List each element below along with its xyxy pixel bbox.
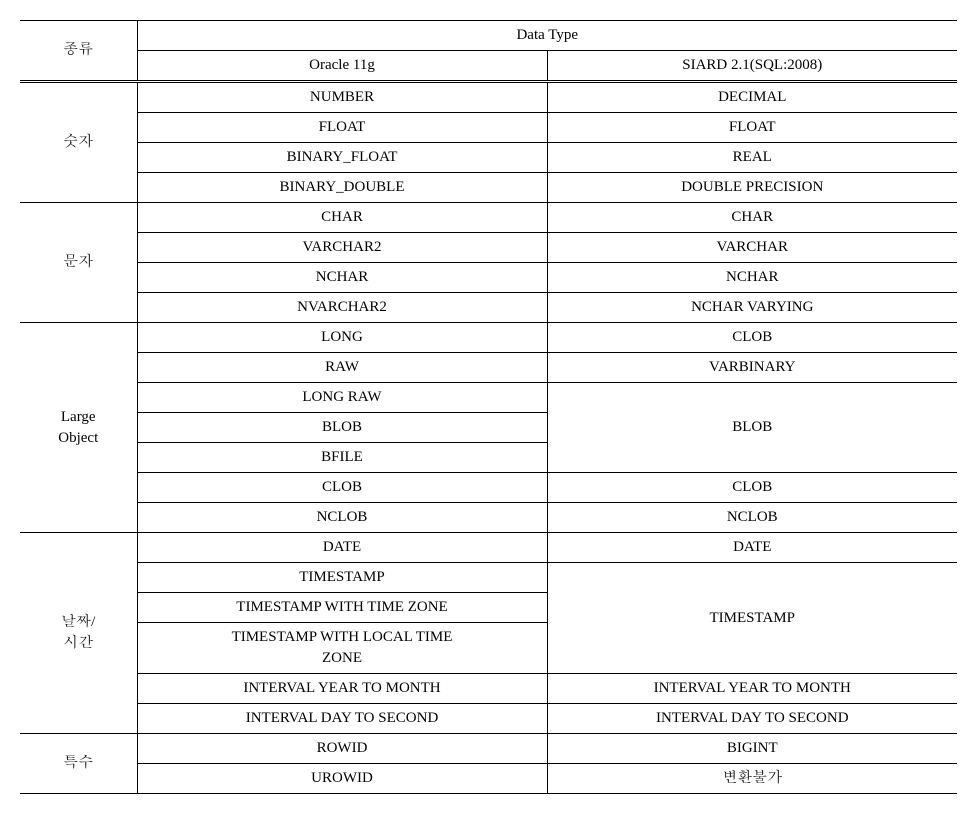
siard-cell: NCLOB — [547, 503, 957, 533]
table-row: FLOATFLOAT — [20, 113, 957, 143]
table-row: 문자CHARCHAR — [20, 203, 957, 233]
siard-cell: DOUBLE PRECISION — [547, 173, 957, 203]
oracle-cell: TIMESTAMP WITH LOCAL TIMEZONE — [137, 623, 547, 674]
siard-cell: CLOB — [547, 473, 957, 503]
oracle-cell: TIMESTAMP — [137, 563, 547, 593]
table-row: TIMESTAMPTIMESTAMP — [20, 563, 957, 593]
oracle-cell: CLOB — [137, 473, 547, 503]
table-row: INTERVAL DAY TO SECONDINTERVAL DAY TO SE… — [20, 704, 957, 734]
siard-cell: INTERVAL DAY TO SECOND — [547, 704, 957, 734]
table-row: UROWID변환불가 — [20, 764, 957, 794]
header-datatype: Data Type — [137, 21, 957, 51]
siard-cell: REAL — [547, 143, 957, 173]
header-oracle: Oracle 11g — [137, 51, 547, 82]
siard-cell: FLOAT — [547, 113, 957, 143]
table-row: VARCHAR2VARCHAR — [20, 233, 957, 263]
table-row: BINARY_FLOATREAL — [20, 143, 957, 173]
oracle-cell: INTERVAL DAY TO SECOND — [137, 704, 547, 734]
table-row: 특수ROWIDBIGINT — [20, 734, 957, 764]
siard-cell: NCHAR VARYING — [547, 293, 957, 323]
siard-cell: INTERVAL YEAR TO MONTH — [547, 674, 957, 704]
oracle-cell: VARCHAR2 — [137, 233, 547, 263]
siard-cell: TIMESTAMP — [547, 563, 957, 674]
oracle-cell: BLOB — [137, 413, 547, 443]
oracle-cell: NUMBER — [137, 82, 547, 113]
category-cell: 숫자 — [20, 82, 137, 203]
oracle-cell: NCHAR — [137, 263, 547, 293]
siard-cell: DECIMAL — [547, 82, 957, 113]
table-body: 종류Data TypeOracle 11gSIARD 2.1(SQL:2008)… — [20, 21, 957, 794]
table-row: LargeObjectLONGCLOB — [20, 323, 957, 353]
oracle-cell: NCLOB — [137, 503, 547, 533]
oracle-cell: FLOAT — [137, 113, 547, 143]
siard-cell: VARBINARY — [547, 353, 957, 383]
siard-cell: BIGINT — [547, 734, 957, 764]
category-cell: 특수 — [20, 734, 137, 794]
oracle-cell: ROWID — [137, 734, 547, 764]
oracle-cell: TIMESTAMP WITH TIME ZONE — [137, 593, 547, 623]
siard-cell: BLOB — [547, 383, 957, 473]
oracle-cell: LONG — [137, 323, 547, 353]
category-cell: 문자 — [20, 203, 137, 323]
table-row: 날짜/시간DATEDATE — [20, 533, 957, 563]
datatype-mapping-table: 종류Data TypeOracle 11gSIARD 2.1(SQL:2008)… — [20, 20, 957, 794]
header-category: 종류 — [20, 21, 137, 82]
oracle-cell: LONG RAW — [137, 383, 547, 413]
category-cell: LargeObject — [20, 323, 137, 533]
table-row: NCHARNCHAR — [20, 263, 957, 293]
siard-cell: NCHAR — [547, 263, 957, 293]
siard-cell: DATE — [547, 533, 957, 563]
table-row: BINARY_DOUBLEDOUBLE PRECISION — [20, 173, 957, 203]
oracle-cell: BFILE — [137, 443, 547, 473]
oracle-cell: RAW — [137, 353, 547, 383]
oracle-cell: BINARY_FLOAT — [137, 143, 547, 173]
oracle-cell: INTERVAL YEAR TO MONTH — [137, 674, 547, 704]
siard-cell: CHAR — [547, 203, 957, 233]
header-siard: SIARD 2.1(SQL:2008) — [547, 51, 957, 82]
siard-cell: VARCHAR — [547, 233, 957, 263]
table-row: INTERVAL YEAR TO MONTHINTERVAL YEAR TO M… — [20, 674, 957, 704]
table-row: LONG RAWBLOB — [20, 383, 957, 413]
oracle-cell: NVARCHAR2 — [137, 293, 547, 323]
table-row: 숫자NUMBERDECIMAL — [20, 82, 957, 113]
oracle-cell: BINARY_DOUBLE — [137, 173, 547, 203]
table-row: RAWVARBINARY — [20, 353, 957, 383]
siard-cell: CLOB — [547, 323, 957, 353]
table-row: NCLOBNCLOB — [20, 503, 957, 533]
oracle-cell: DATE — [137, 533, 547, 563]
table-row: CLOBCLOB — [20, 473, 957, 503]
category-cell: 날짜/시간 — [20, 533, 137, 734]
table-row: NVARCHAR2NCHAR VARYING — [20, 293, 957, 323]
siard-cell: 변환불가 — [547, 764, 957, 794]
oracle-cell: UROWID — [137, 764, 547, 794]
oracle-cell: CHAR — [137, 203, 547, 233]
